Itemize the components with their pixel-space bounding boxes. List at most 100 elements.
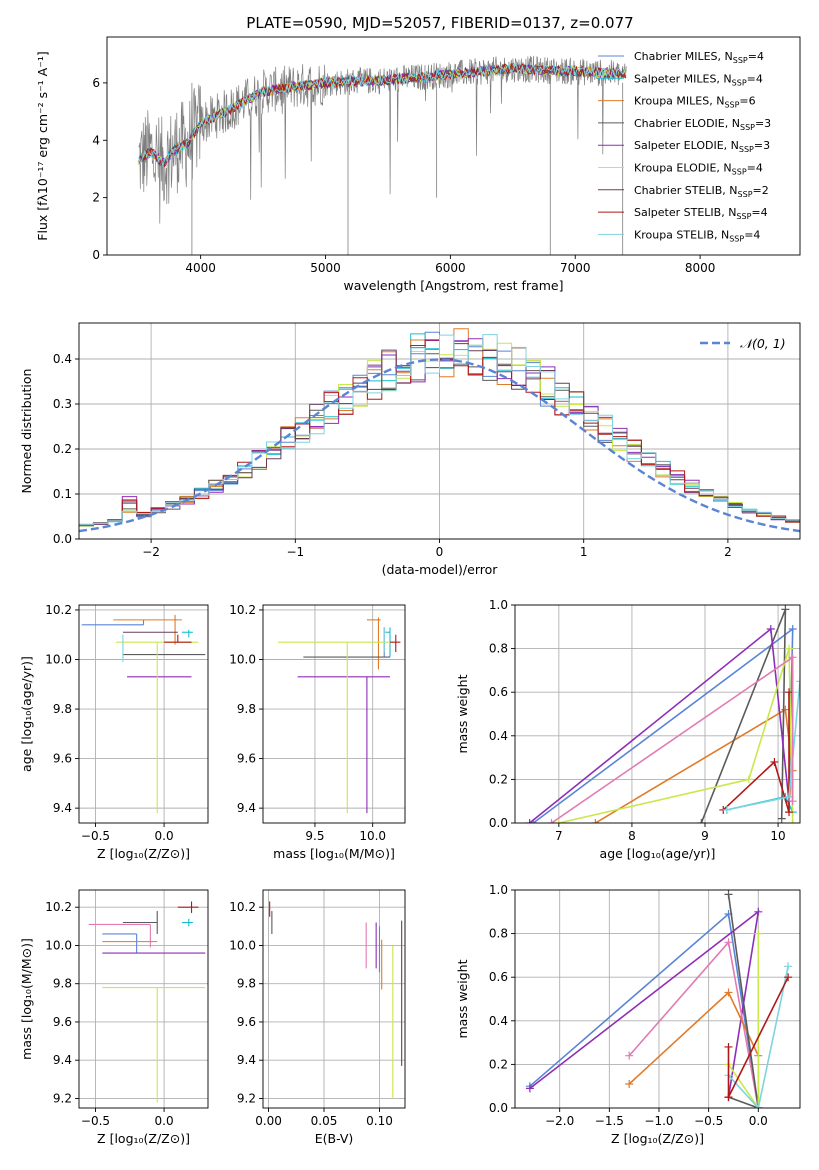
x-tick-label: 0.10 bbox=[366, 1114, 393, 1128]
x-tick-label: 7 bbox=[555, 829, 563, 843]
legend-entry: Kroupa MILES, NSSP=6 bbox=[634, 95, 756, 110]
x-tick-label: 10 bbox=[770, 829, 785, 843]
y-tick-label: 1.0 bbox=[489, 598, 508, 612]
y-tick-label: 9.2 bbox=[237, 1091, 256, 1105]
y-tick-label: 9.8 bbox=[53, 702, 72, 716]
x-tick-label: 10.0 bbox=[359, 829, 386, 843]
x-tick-label: −1.5 bbox=[595, 1114, 624, 1128]
axes-frame bbox=[514, 604, 801, 824]
x-tick-label: −0.5 bbox=[694, 1114, 723, 1128]
y-tick-label: 0.8 bbox=[489, 642, 508, 656]
x-tick-label: −0.5 bbox=[81, 1114, 110, 1128]
data-point-marker bbox=[784, 962, 793, 971]
y-axis-label: age [log₁₀(age/yr)] bbox=[19, 656, 34, 772]
data-point-marker bbox=[766, 624, 775, 633]
x-tick-label: −1 bbox=[286, 545, 304, 559]
y-tick-label: 6 bbox=[92, 76, 100, 90]
x-tick-label: 0.00 bbox=[255, 1114, 282, 1128]
x-tick-label: −2 bbox=[142, 545, 160, 559]
legend-entry: Chabrier STELIB, NSSP=2 bbox=[634, 184, 769, 199]
axes-frame bbox=[262, 604, 406, 824]
mass-vs-ebv-panel: 0.00 0.05 0.10 9.2 9.4 9.6 9.8 10.0 10.2 E(B-V) bbox=[229, 889, 406, 1146]
data-point-marker bbox=[788, 653, 797, 662]
data-point-marker bbox=[770, 757, 779, 766]
mass-weight-line bbox=[532, 627, 794, 823]
x-tick-label: −0.5 bbox=[81, 829, 110, 843]
y-tick-label: 0.6 bbox=[489, 970, 508, 984]
mass-weight-line bbox=[551, 655, 794, 823]
plot-area bbox=[79, 328, 800, 533]
x-tick-label: 0 bbox=[436, 545, 444, 559]
y-tick-label: 4 bbox=[92, 133, 100, 147]
x-axis-label: E(B-V) bbox=[315, 1131, 354, 1146]
data-point-marker bbox=[591, 819, 600, 823]
data-point-marker bbox=[784, 973, 793, 982]
data-point-marker bbox=[785, 808, 794, 817]
data-point-marker bbox=[781, 605, 790, 614]
legend-entry: Salpeter STELIB, NSSP=4 bbox=[634, 206, 768, 221]
plot-area bbox=[525, 605, 800, 823]
y-tick-label: 10.2 bbox=[229, 603, 256, 617]
data-point-marker bbox=[525, 819, 534, 823]
x-tick-label: 5000 bbox=[310, 261, 341, 275]
x-tick-label: 9.5 bbox=[305, 829, 324, 843]
data-point-marker bbox=[754, 907, 763, 916]
plot-area bbox=[138, 55, 627, 255]
residuals-panel: −2 −1 0 1 2 0.0 0.1 0.2 0.3 0.4 (data-model)/error… bbox=[19, 322, 801, 577]
x-tick-label: −1.0 bbox=[644, 1114, 673, 1128]
y-tick-label: 9.4 bbox=[53, 1053, 72, 1067]
y-tick-label: 0.2 bbox=[53, 442, 72, 456]
y-tick-label: 9.4 bbox=[53, 801, 72, 815]
y-tick-label: 0.0 bbox=[53, 532, 72, 546]
data-point-marker bbox=[781, 705, 790, 714]
plot-area bbox=[525, 890, 793, 1108]
y-tick-label: 10.0 bbox=[229, 653, 256, 667]
y-tick-label: 0.4 bbox=[53, 352, 72, 366]
y-tick-label: 0.1 bbox=[53, 487, 72, 501]
y-tick-label: 9.8 bbox=[53, 977, 72, 991]
data-point-marker bbox=[785, 644, 794, 653]
x-tick-label: 7000 bbox=[560, 261, 591, 275]
normal-reference-curve bbox=[79, 358, 800, 533]
legend-entry: Kroupa ELODIE, NSSP=4 bbox=[634, 162, 763, 177]
y-tick-label: 0.8 bbox=[489, 927, 508, 941]
legend-entry: Salpeter MILES, NSSP=4 bbox=[634, 72, 763, 87]
data-point-marker bbox=[788, 624, 797, 633]
y-tick-label: 9.6 bbox=[237, 1015, 256, 1029]
data-point-marker bbox=[754, 1104, 763, 1108]
y-tick-label: 9.4 bbox=[237, 801, 256, 815]
age-vs-mass-panel: 9.5 10.0 9.4 9.6 9.8 10.0 10.2 mass [log₁₀(M/M⊙… bbox=[229, 603, 406, 861]
data-point-marker bbox=[724, 1093, 733, 1102]
mass-weight-vs-age-panel: 7 8 9 10 0.0 0.2 0.4 0.6 0.8 1.0 age [log₁₀(age/yr… bbox=[455, 598, 801, 861]
legend-entry: 𝒩(0, 1) bbox=[740, 336, 786, 351]
y-tick-label: 9.2 bbox=[53, 1091, 72, 1105]
data-point-marker bbox=[785, 792, 794, 801]
x-axis-label: Z [log₁₀(Z/Z⊙)] bbox=[611, 1131, 704, 1146]
y-tick-label: 0.0 bbox=[489, 1101, 508, 1115]
y-tick-label: 9.6 bbox=[53, 1015, 72, 1029]
mass-weight-line bbox=[529, 912, 760, 1108]
y-tick-label: 10.2 bbox=[229, 900, 256, 914]
x-tick-label: 0.0 bbox=[749, 1114, 768, 1128]
x-axis-label: wavelength [Angstrom, rest frame] bbox=[343, 278, 563, 293]
y-tick-label: 0.0 bbox=[489, 816, 508, 830]
y-tick-label: 0 bbox=[92, 248, 100, 262]
data-point-marker bbox=[788, 797, 797, 806]
spectrum-panel: 4000 5000 6000 7000 8000 0 2 4 6 wavelength [Angs… bbox=[35, 36, 801, 293]
mass-weight-line bbox=[727, 894, 760, 1108]
x-axis-label: mass [log₁₀(M/M⊙)] bbox=[273, 846, 395, 861]
legend-entry: Chabrier ELODIE, NSSP=3 bbox=[634, 117, 771, 132]
axes-frame bbox=[78, 604, 209, 824]
x-tick-label: 4000 bbox=[185, 261, 216, 275]
data-point-marker bbox=[724, 890, 733, 899]
y-tick-label: 10.0 bbox=[45, 938, 72, 952]
data-point-marker bbox=[724, 1042, 733, 1051]
y-tick-label: 9.6 bbox=[53, 752, 72, 766]
mass-weight-line bbox=[594, 708, 794, 823]
figure-title: PLATE=0590, MJD=52057, FIBERID=0137, z=0… bbox=[246, 14, 633, 32]
axes-frame bbox=[262, 889, 406, 1109]
mass-vs-z-panel: −0.5 0.0 9.2 9.4 9.6 9.8 10.0 10.2 Z [log₁₀(Z/Z⊙… bbox=[19, 889, 209, 1146]
data-point-marker bbox=[754, 929, 763, 938]
y-axis-label: mass weight bbox=[455, 959, 470, 1038]
histogram-step-line bbox=[79, 334, 800, 525]
